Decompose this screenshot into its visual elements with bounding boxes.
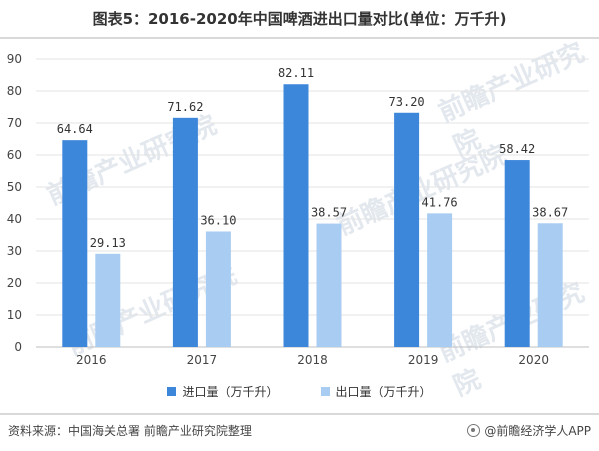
legend-item-export: 出口量（万千升） <box>320 383 432 400</box>
bar-chart: 0 10 20 30 40 50 60 70 80 90 64.64 29.13 2016 71.62 36… <box>7 52 589 367</box>
data-label: 41.76 <box>422 195 458 209</box>
y-tick-label: 30 <box>7 244 22 258</box>
legend-label-import: 进口量（万千升） <box>182 385 279 399</box>
chart-title: 图表5：2016-2020年中国啤酒进出口量对比(单位：万千升) <box>92 10 507 28</box>
data-label: 38.57 <box>311 206 347 220</box>
legend-swatch-export <box>320 387 330 396</box>
data-label: 38.67 <box>532 205 568 219</box>
data-label: 64.64 <box>57 122 93 136</box>
y-tick-label: 0 <box>14 340 22 354</box>
data-label: 58.42 <box>499 142 535 156</box>
bar-export <box>316 223 342 347</box>
x-tick-label: 2019 <box>408 353 439 367</box>
bar-import <box>283 84 309 348</box>
brand-label: @前瞻经济学人APP <box>484 424 591 438</box>
bar-export <box>205 231 231 347</box>
x-tick-label: 2017 <box>187 353 218 367</box>
bar-export <box>95 253 121 347</box>
x-tick-label: 2018 <box>297 353 328 367</box>
y-tick-label: 40 <box>7 212 22 226</box>
bar-export <box>537 223 563 347</box>
brand-logo-icon <box>467 424 481 437</box>
footer: 资料来源：中国海关总署 前瞻产业研究院整理 @前瞻经济学人APP <box>8 422 591 439</box>
bar-import <box>62 140 88 347</box>
bar-import <box>172 117 198 347</box>
title-divider <box>0 37 599 39</box>
y-tick-label: 70 <box>7 116 22 130</box>
data-label: 36.10 <box>200 213 236 227</box>
brand: @前瞻经济学人APP <box>467 422 591 439</box>
bar-export <box>427 213 453 347</box>
y-tick-label: 90 <box>7 52 22 66</box>
data-label: 73.20 <box>389 95 425 109</box>
footer-divider <box>0 413 599 415</box>
y-tick-label: 20 <box>7 276 22 290</box>
y-tick-label: 50 <box>7 180 22 194</box>
bar-import <box>394 112 420 347</box>
data-label: 29.13 <box>90 236 126 250</box>
y-tick-label: 60 <box>7 148 22 162</box>
data-label: 82.11 <box>278 66 314 80</box>
x-tick-label: 2020 <box>518 353 549 367</box>
source-note: 资料来源：中国海关总署 前瞻产业研究院整理 <box>8 424 252 438</box>
data-label: 71.62 <box>167 100 203 114</box>
y-tick-label: 80 <box>7 84 22 98</box>
y-tick-label: 10 <box>7 308 22 322</box>
legend-item-import: 进口量（万千升） <box>167 383 279 400</box>
bar-import <box>504 160 530 347</box>
legend-swatch-import <box>167 387 177 396</box>
x-tick-label: 2016 <box>76 353 107 367</box>
legend-label-export: 出口量（万千升） <box>335 385 432 399</box>
legend: 进口量（万千升） 出口量（万千升） <box>0 383 599 400</box>
